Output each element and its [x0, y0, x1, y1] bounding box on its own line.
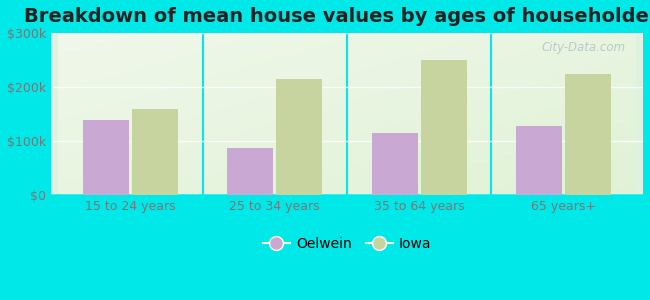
Legend: Oelwein, Iowa: Oelwein, Iowa [257, 232, 437, 257]
Bar [421, 60, 467, 195]
Bar [227, 148, 274, 195]
Bar [83, 120, 129, 195]
Text: City-Data.com: City-Data.com [541, 41, 625, 54]
Bar [132, 109, 178, 195]
Bar [276, 79, 322, 195]
Bar [565, 74, 611, 195]
Bar [516, 126, 562, 195]
Title: Breakdown of mean house values by ages of householders: Breakdown of mean house values by ages o… [24, 7, 650, 26]
Bar [372, 133, 418, 195]
